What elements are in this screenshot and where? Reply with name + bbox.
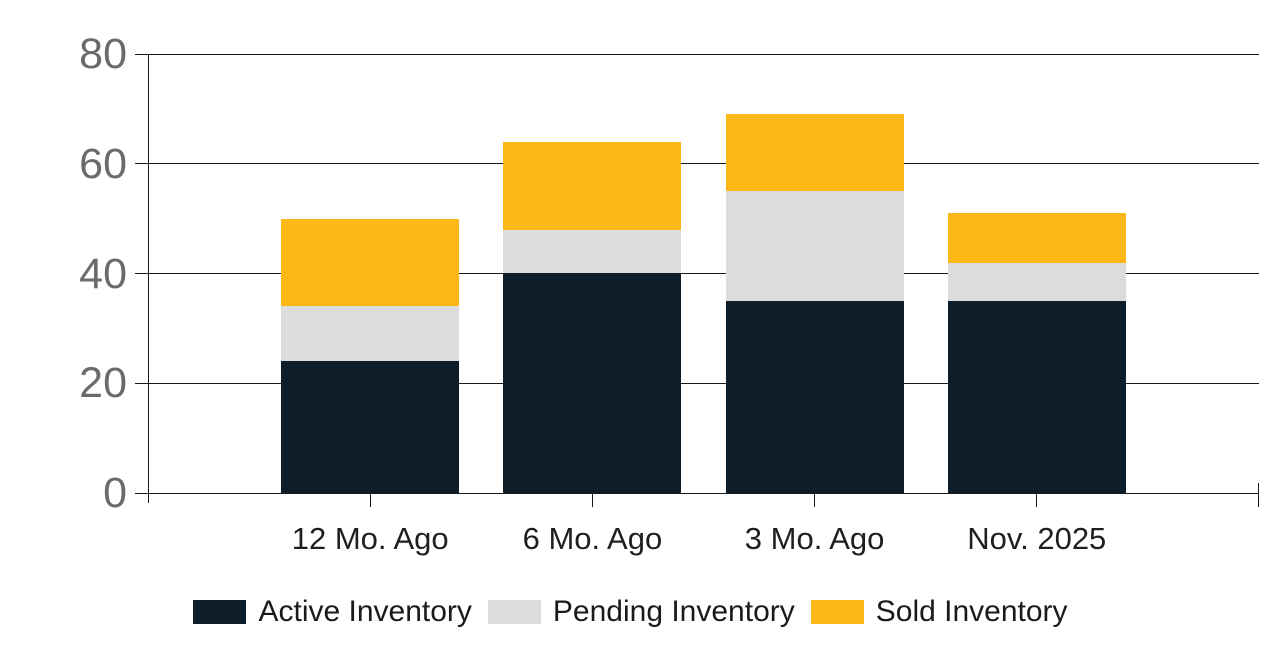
x-tick-label-4: Nov. 2025 (967, 521, 1107, 556)
legend-item-active-inventory: Active Inventory (193, 594, 472, 630)
legend-label-sold-inventory: Sold Inventory (875, 595, 1068, 628)
y-tick-label-40: 40 (79, 249, 127, 298)
gridline-y-60 (135, 163, 1259, 165)
y-tick-label-60: 60 (79, 139, 127, 188)
bar-segment-pending-inventory (725, 191, 904, 301)
stacked-bar-nov-2025 (947, 213, 1126, 493)
legend: Active Inventory Pending Inventory Sold … (0, 594, 1261, 630)
stacked-bar-3-mo-ago (725, 114, 904, 493)
x-tick-label-2: 6 Mo. Ago (522, 521, 663, 556)
active-inventory-swatch-icon (193, 600, 247, 624)
bar-segment-active-inventory (281, 361, 460, 493)
x-tick-label-3: 3 Mo. Ago (744, 521, 885, 556)
stacked-bar-6-mo-ago (503, 141, 682, 493)
bar-segment-sold-inventory (503, 141, 682, 230)
x-tick-4 (1036, 493, 1038, 507)
legend-label-active-inventory: Active Inventory (258, 595, 472, 628)
legend-label-pending-inventory: Pending Inventory (552, 595, 795, 628)
x-tick-2 (591, 493, 593, 507)
gridline-y-80 (135, 53, 1259, 55)
bar-segment-pending-inventory (947, 262, 1126, 301)
bar-segment-active-inventory (947, 300, 1126, 493)
bar-segment-sold-inventory (725, 114, 904, 192)
gridline-y-40 (135, 273, 1259, 274)
bar-segment-active-inventory (725, 300, 904, 493)
y-tick-label-0: 0 (103, 469, 127, 517)
sold-inventory-swatch-icon (810, 600, 864, 624)
pending-inventory-swatch-icon (487, 600, 541, 624)
y-tick-label-20: 20 (79, 359, 127, 408)
bar-segment-sold-inventory (947, 213, 1126, 263)
gridline-y-20 (135, 382, 1259, 384)
stacked-bar-12-mo-ago (281, 218, 460, 493)
legend-item-pending-inventory: Pending Inventory (487, 594, 795, 630)
x-axis-end-tick (1258, 483, 1259, 507)
bar-segment-active-inventory (503, 273, 682, 493)
gridline-y-0 (135, 492, 1259, 494)
x-tick-1 (369, 493, 371, 507)
y-tick-label-80: 80 (79, 30, 127, 78)
bar-segment-pending-inventory (281, 306, 460, 362)
y-axis-line (148, 54, 149, 503)
legend-item-sold-inventory: Sold Inventory (810, 594, 1068, 630)
x-tick-3 (814, 493, 816, 507)
x-tick-label-1: 12 Mo. Ago (291, 521, 449, 556)
bar-segment-pending-inventory (503, 229, 682, 274)
bar-segment-sold-inventory (281, 218, 460, 307)
